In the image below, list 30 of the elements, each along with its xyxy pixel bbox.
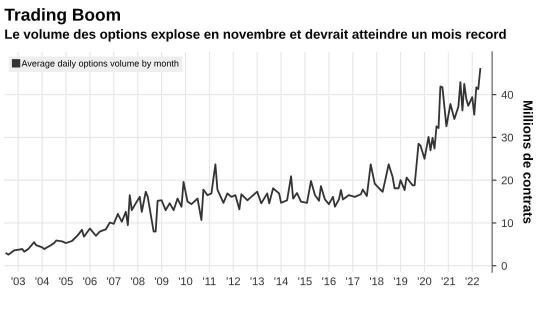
x-tick-label: '19 xyxy=(394,277,408,286)
x-tick-label: '14 xyxy=(274,277,288,286)
x-tick-label: '20 xyxy=(418,277,432,286)
x-tick-label: '07 xyxy=(107,277,120,286)
x-tick-label: '13 xyxy=(250,277,264,286)
y-tick-label: 40 xyxy=(501,90,514,99)
x-tick-label: '15 xyxy=(298,277,312,286)
y-axis-title: Millions de contrats xyxy=(523,100,533,224)
x-tick-label: '04 xyxy=(35,277,50,286)
x-tick-label: '05 xyxy=(59,277,73,286)
x-tick-label: '21 xyxy=(442,277,456,286)
x-tick-label: '16 xyxy=(322,277,336,286)
x-tick-label: '09 xyxy=(154,277,168,286)
x-tick-label: '22 xyxy=(466,277,479,286)
chart-subtitle: Le volume des options explose en novembre et devrait atteindre un mois record xyxy=(5,29,506,42)
y-tick-label: 10 xyxy=(502,219,514,228)
y-tick-label: 0 xyxy=(502,262,507,270)
line-series xyxy=(5,68,482,256)
x-tick-label: '08 xyxy=(131,277,144,286)
x-tick-label: '03 xyxy=(12,277,25,286)
x-tick-label: '06 xyxy=(83,277,97,286)
chart-title: Trading Boom xyxy=(4,8,120,24)
x-tick-label: '11 xyxy=(203,277,216,286)
x-tick-label: '18 xyxy=(370,277,384,286)
x-tick-label: '10 xyxy=(178,277,192,286)
x-tick-label: '17 xyxy=(346,277,360,286)
y-tick-label: 20 xyxy=(502,176,514,184)
y-tick-label: 30 xyxy=(502,134,514,142)
x-tick-label: '12 xyxy=(226,277,240,286)
legend-label: Average daily options volume by month xyxy=(22,60,178,68)
